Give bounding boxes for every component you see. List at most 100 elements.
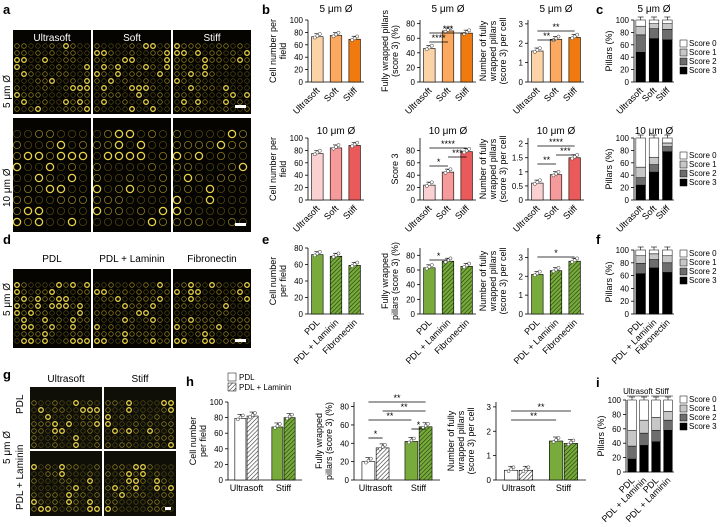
- y-tick-label: 100: [290, 16, 304, 25]
- pillar-ring: [31, 499, 37, 505]
- data-point: [532, 49, 537, 54]
- pillar-ring: [28, 99, 34, 105]
- panel-letter-g: g: [3, 367, 11, 382]
- pillar-ring: [115, 338, 121, 344]
- bar: [568, 37, 581, 83]
- pillar-ring: [209, 64, 215, 70]
- micrograph-label: Stiff: [203, 33, 221, 44]
- pillar-ring: [23, 129, 32, 138]
- pillar-ring: [181, 43, 187, 49]
- pillar-ring: [80, 400, 86, 406]
- pillar-ring: [70, 92, 76, 98]
- pillar-ring: [42, 338, 48, 344]
- significance-label: ***: [443, 24, 454, 34]
- pillar-ring: [28, 50, 34, 56]
- pillar-ring: [217, 218, 226, 227]
- pillar-ring: [66, 442, 72, 448]
- legend-label: Score 0: [689, 39, 717, 48]
- x-tick-label: Ultrasoft: [511, 85, 542, 116]
- pillar-ring: [164, 310, 170, 316]
- pillar-ring: [122, 289, 128, 295]
- significance-label: **: [530, 411, 538, 421]
- pillar-ring: [174, 50, 180, 56]
- pillar-ring: [173, 174, 181, 183]
- row-label-5um-d: 5 μm Ø: [2, 283, 13, 316]
- bar: [563, 443, 578, 481]
- pillar-ring: [223, 289, 229, 295]
- pillar-ring: [112, 428, 118, 434]
- data-point: [290, 412, 294, 417]
- data-point: [551, 440, 556, 444]
- pillar-ring: [45, 435, 51, 441]
- pillar-ring: [216, 140, 226, 150]
- pillar-ring: [73, 421, 79, 427]
- pillar-ring: [157, 338, 163, 344]
- legend-swatch: [227, 372, 237, 382]
- pillar-ring: [157, 289, 163, 295]
- data-point: [317, 249, 322, 254]
- pillar-ring: [181, 71, 187, 77]
- pillar-ring: [164, 71, 170, 77]
- pillar-ring: [105, 442, 111, 448]
- pillar-ring: [202, 303, 208, 309]
- pillar-ring: [188, 64, 194, 70]
- x-tick-label: Stiff: [561, 85, 579, 103]
- y-axis-label: Number of fully: [446, 410, 456, 471]
- pillar-ring: [77, 43, 83, 49]
- pillar-ring: [237, 43, 243, 49]
- y-tick-label: 100: [616, 246, 630, 255]
- y-axis-label: Cell number: [268, 257, 278, 306]
- legend-label: Score 0: [689, 395, 717, 404]
- pillar-ring: [157, 303, 163, 309]
- micrograph-texture: [105, 464, 174, 512]
- y-tick-label: 1: [519, 291, 524, 300]
- stacked-segment: [635, 34, 646, 53]
- pillar-ring: [140, 485, 146, 491]
- pillar-ring: [56, 310, 62, 316]
- pillar-ring: [209, 324, 215, 330]
- pillar-ring: [31, 442, 37, 448]
- pillar-ring: [228, 163, 237, 172]
- significance-label: *: [374, 429, 378, 439]
- pillar-ring: [45, 428, 51, 434]
- pillar-ring: [164, 57, 170, 63]
- pillar-ring: [159, 185, 168, 194]
- pillar-ring: [183, 163, 192, 172]
- pillar-ring: [115, 43, 121, 49]
- pillar-ring: [115, 92, 121, 98]
- scale-bar: [235, 223, 246, 226]
- pillar-ring: [223, 282, 229, 288]
- data-point: [334, 253, 338, 258]
- pillar-ring: [84, 106, 90, 112]
- pillar-ring: [181, 78, 187, 84]
- legend-swatch: [679, 413, 688, 422]
- pillar-ring: [161, 464, 167, 470]
- pillar-ring: [42, 99, 48, 105]
- pillar-ring: [42, 78, 48, 84]
- pillar-ring: [202, 282, 208, 288]
- pillar-ring: [38, 435, 44, 441]
- x-tick-label: Soft: [434, 85, 453, 104]
- pillar-ring: [143, 99, 149, 105]
- pillar-ring: [126, 506, 132, 512]
- scale-bar: [165, 507, 171, 510]
- pillar-ring: [122, 64, 128, 70]
- micrograph-a-soft-5um: Soft: [93, 30, 171, 114]
- pillar-ring: [80, 442, 86, 448]
- micrograph-texture: [14, 282, 90, 344]
- pillar-ring: [93, 152, 101, 161]
- pillar-ring: [84, 303, 90, 309]
- pillar-ring: [35, 338, 41, 344]
- pillar-ring: [70, 106, 76, 112]
- pillar-ring: [101, 85, 107, 91]
- y-tick-label: 40: [406, 281, 415, 290]
- y-tick-label: 0: [617, 468, 622, 477]
- chart-title: 5 μm Ø: [432, 4, 465, 15]
- pillar-ring: [56, 85, 62, 91]
- pillar-ring: [195, 282, 201, 288]
- pillar-ring: [105, 400, 111, 406]
- legend-label: Score 2: [689, 413, 717, 422]
- pillar-ring: [28, 57, 34, 63]
- pillar-ring: [35, 78, 41, 84]
- pillar-ring: [202, 92, 208, 98]
